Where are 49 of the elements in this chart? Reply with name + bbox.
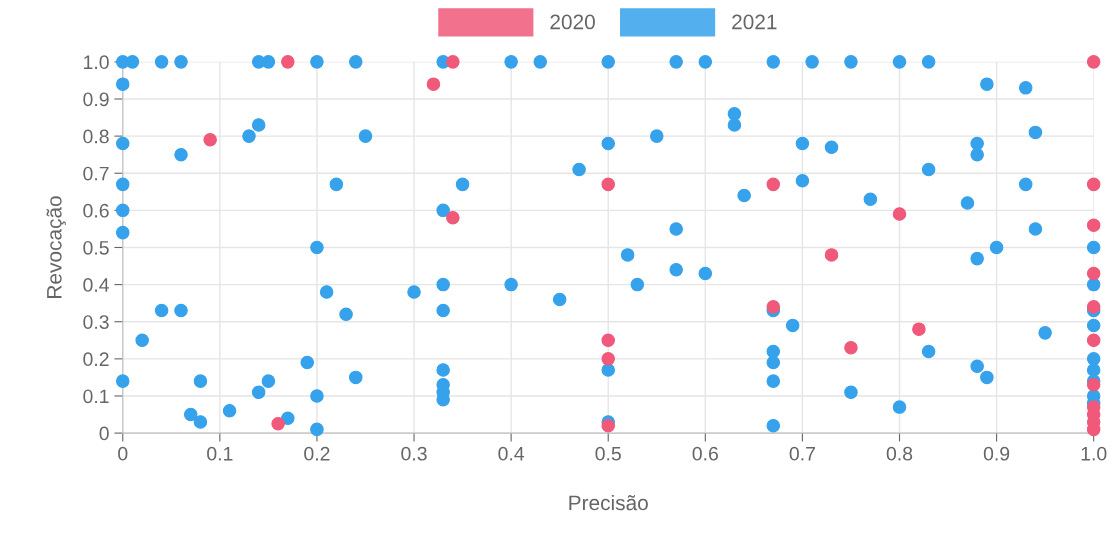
y-axis-title: Revocação — [46, 196, 66, 298]
x-tick-label: 0.8 — [886, 446, 913, 461]
point — [892, 207, 907, 221]
point — [1086, 177, 1101, 192]
y-tick-label: 0.3 — [83, 315, 109, 329]
y-tick-label: 0.6 — [83, 203, 109, 218]
point — [446, 211, 460, 225]
legend-label: 2020 — [550, 14, 595, 30]
x-tick-label: 0.9 — [983, 446, 1010, 461]
y-tick-label: 1.0 — [84, 55, 109, 70]
point — [1086, 300, 1101, 314]
x-tick-label: 1.0 — [1081, 446, 1107, 461]
point — [601, 352, 615, 366]
x-tick-label: 0.4 — [498, 446, 525, 461]
point — [601, 418, 615, 433]
y-tick-label: 0.4 — [83, 278, 109, 292]
point — [601, 333, 615, 348]
y-tick-label: 0.8 — [83, 129, 109, 144]
point — [1086, 218, 1101, 232]
x-tick-label: 0.3 — [401, 446, 427, 461]
point — [766, 300, 781, 314]
y-tick-label: 0.9 — [83, 92, 109, 107]
point — [824, 248, 839, 262]
point — [281, 55, 295, 69]
point — [1086, 378, 1101, 392]
x-axis-title: Precisão — [569, 494, 648, 511]
x-tick-label: 0.6 — [692, 446, 718, 461]
y-tick-label: 0.2 — [83, 352, 109, 367]
point — [271, 417, 285, 431]
x-tick-label: 0.1 — [207, 446, 233, 461]
point — [1086, 333, 1101, 348]
point — [844, 340, 858, 355]
x-tick-label: 0.5 — [595, 446, 621, 461]
y-tick-label: 0.7 — [83, 166, 109, 181]
point — [912, 322, 926, 336]
legend-label: 2021 — [732, 14, 777, 30]
point — [1086, 55, 1101, 69]
point — [426, 77, 441, 91]
x-tick-label: 0 — [118, 446, 128, 461]
point — [766, 177, 781, 192]
y-tick-label: 0 — [99, 426, 109, 441]
y-tick-label: 0.1 — [83, 389, 109, 404]
point — [446, 55, 460, 69]
y-tick-label: 0.5 — [83, 240, 109, 255]
x-tick-label: 0.2 — [304, 446, 330, 461]
point — [203, 133, 217, 147]
point — [1086, 266, 1101, 281]
point — [601, 177, 615, 192]
x-tick-label: 0.7 — [789, 446, 815, 461]
